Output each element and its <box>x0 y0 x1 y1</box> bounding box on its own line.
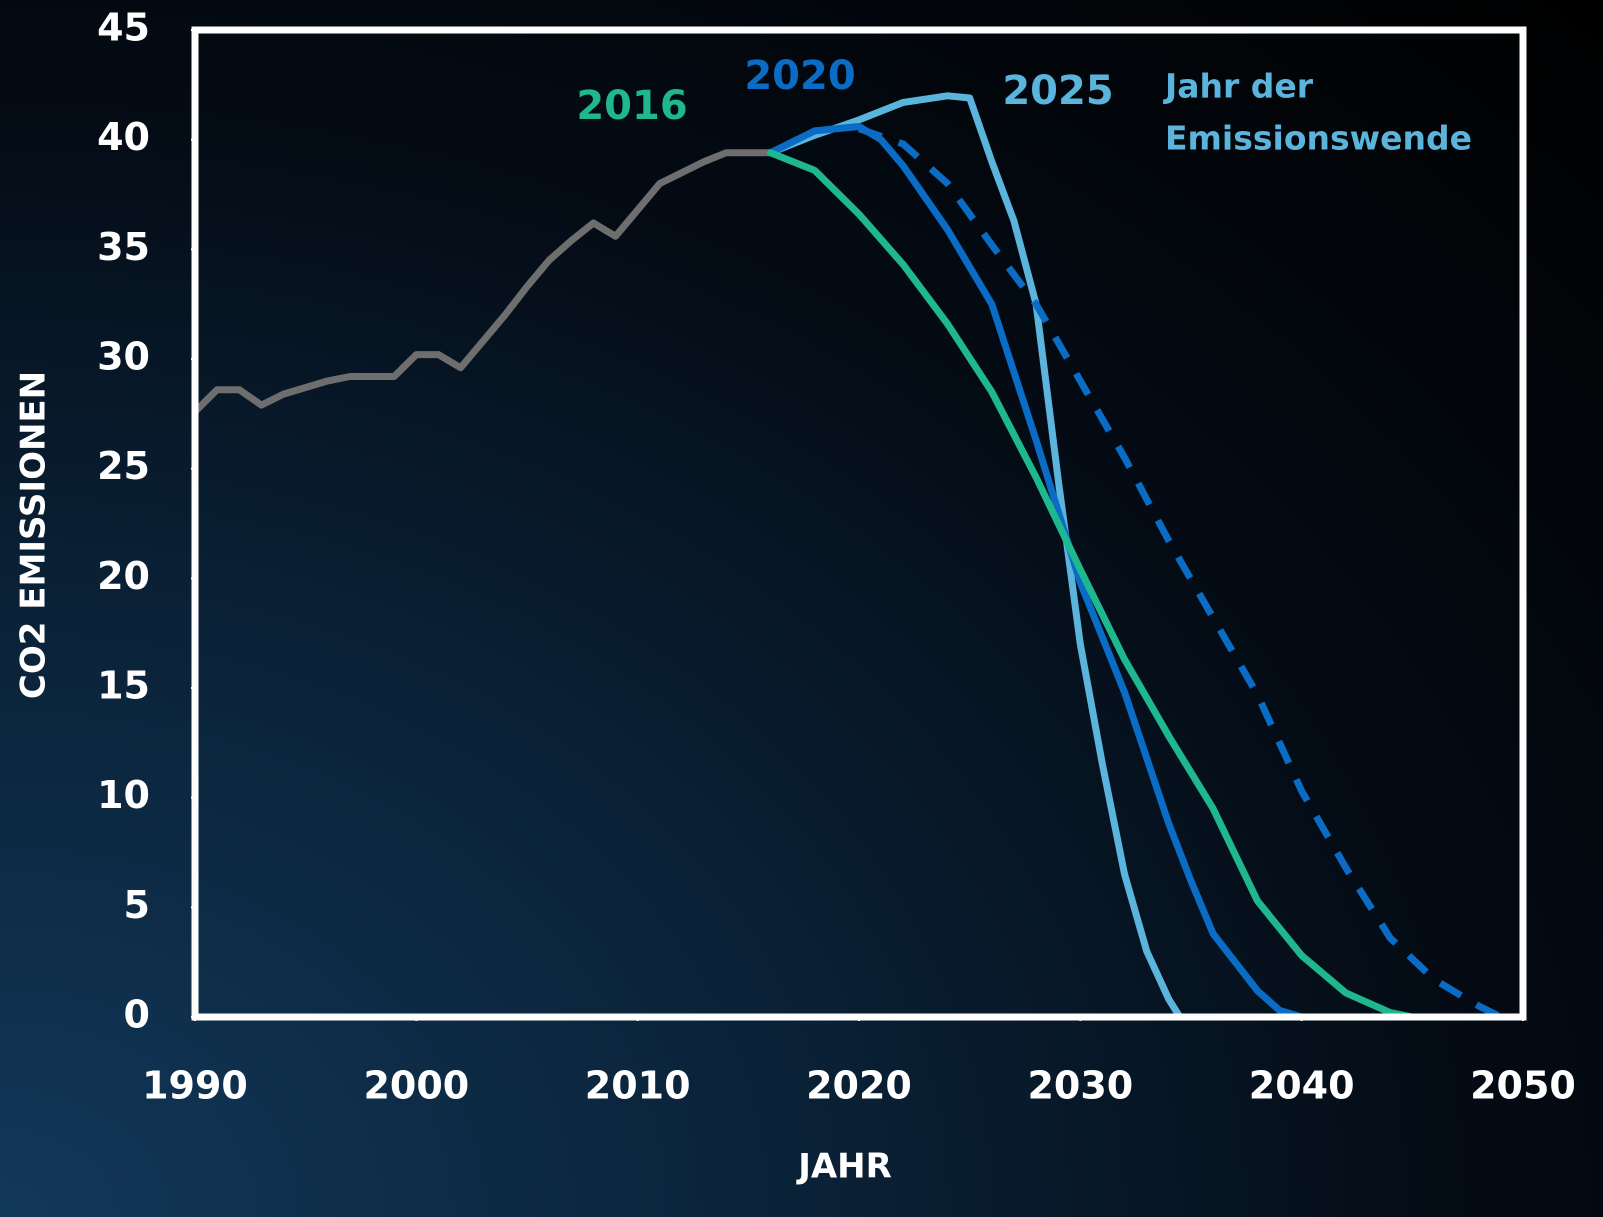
x-tick-label: 2000 <box>363 1064 469 1108</box>
y-tick-label: 30 <box>97 335 150 379</box>
chart: JAHR CO2 EMISSIONEN Jahr der Emissionswe… <box>0 0 1603 1217</box>
series-label: 2025 <box>1002 68 1113 114</box>
series-line <box>771 153 1413 1017</box>
y-tick-label: 10 <box>97 773 150 817</box>
series-line <box>771 127 1302 1018</box>
y-tick-label: 35 <box>97 225 150 269</box>
y-axis-title: CO2 EMISSIONEN <box>14 371 54 699</box>
x-tick-label: 2050 <box>1470 1064 1576 1108</box>
x-tick-label: 2040 <box>1249 1064 1355 1108</box>
series-label: 2016 <box>576 83 687 129</box>
series-line <box>195 153 771 412</box>
page: JAHR CO2 EMISSIONEN Jahr der Emissionswe… <box>0 0 1603 1217</box>
y-tick-label: 20 <box>97 554 150 598</box>
annotation: Emissionswende <box>1165 119 1472 158</box>
y-tick-label: 45 <box>97 6 150 50</box>
x-tick-label: 2010 <box>585 1064 691 1108</box>
y-tick-label: 5 <box>124 883 150 927</box>
x-tick-label: 2020 <box>806 1064 912 1108</box>
y-tick-label: 25 <box>97 444 150 488</box>
annotation: Jahr der <box>1163 67 1314 106</box>
x-tick-label: 1990 <box>142 1064 248 1108</box>
series-line <box>771 96 1180 1017</box>
x-tick-label: 2030 <box>1027 1064 1133 1108</box>
y-tick-label: 0 <box>124 993 150 1037</box>
x-axis-title: JAHR <box>796 1147 892 1187</box>
y-tick-label: 40 <box>97 115 150 159</box>
y-tick-label: 15 <box>97 664 150 708</box>
series-label: 2020 <box>744 53 855 99</box>
series-line <box>859 129 1501 1017</box>
plot-frame <box>195 30 1523 1017</box>
